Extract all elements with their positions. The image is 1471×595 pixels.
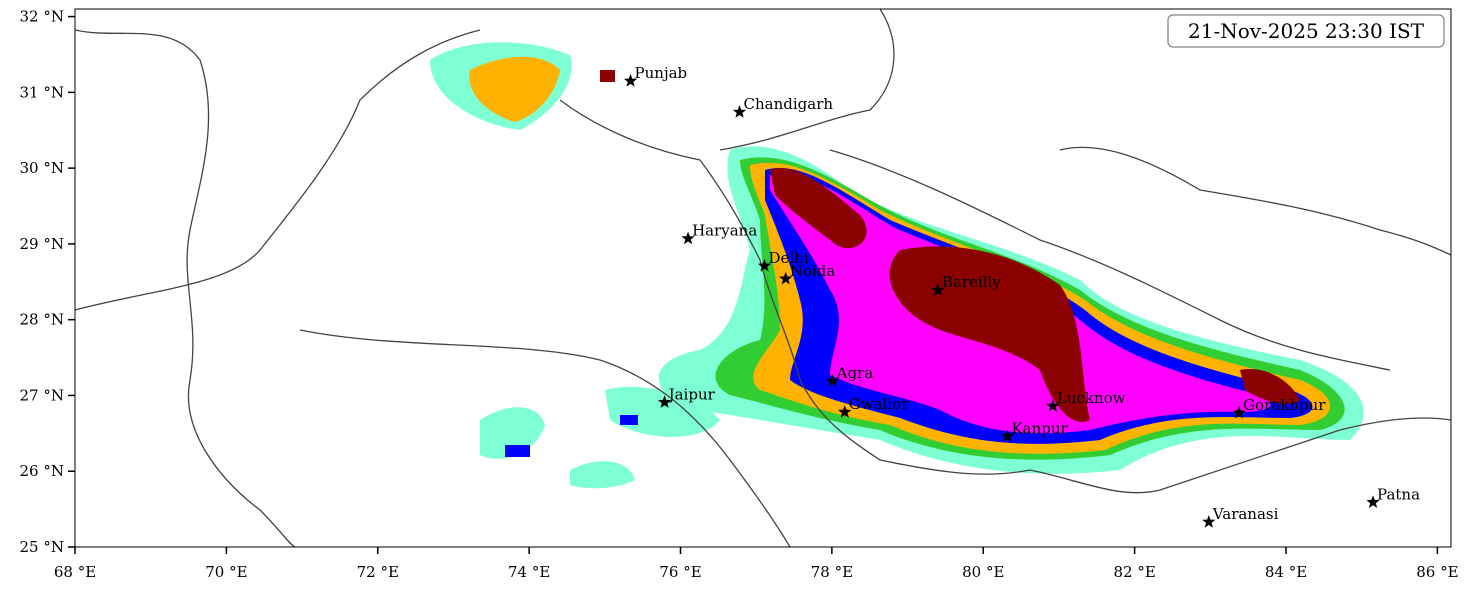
city-label: Agra: [836, 364, 874, 382]
city-marker: [657, 395, 672, 408]
city-marker: [779, 271, 793, 285]
city-label: Haryana: [692, 222, 757, 240]
x-tick-label: 74 °E: [508, 563, 550, 581]
city-label: Patna: [1377, 485, 1420, 503]
timestamp-box: 21-Nov-2025 23:30 IST: [1167, 14, 1445, 48]
city-marker: [1000, 429, 1015, 442]
city-label: Gorakhpur: [1243, 396, 1326, 414]
rain-field: [430, 42, 1364, 489]
timestamp-frame: [1167, 14, 1445, 48]
y-tick-label: 29 °N: [20, 235, 64, 253]
x-tick-label: 84 °E: [1265, 563, 1307, 581]
city-marker: [732, 105, 747, 118]
y-tick-label: 25 °N: [20, 538, 64, 556]
city-label: Jaipur: [667, 385, 716, 403]
boundaries: [75, 9, 1451, 547]
city-label: Delhi: [769, 249, 809, 267]
y-tick-label: 32 °N: [20, 8, 64, 26]
city-marker: [931, 283, 945, 296]
city-marker: [1202, 515, 1216, 528]
city-marker: [826, 374, 840, 387]
timestamp: 21-Nov-2025 23:30 IST: [1188, 19, 1425, 43]
city-label: Chandigarh: [744, 95, 834, 113]
city-marker: [838, 405, 852, 418]
y-tick-label: 30 °N: [20, 159, 64, 177]
city-marker: [681, 231, 695, 245]
y-tick-label: 27 °N: [20, 386, 64, 404]
city-label: Noida: [790, 262, 836, 280]
x-tick-label: 86 °E: [1416, 563, 1458, 581]
city-label: Lucknow: [1057, 389, 1126, 407]
city-label: Bareilly: [942, 273, 1001, 291]
x-tick-label: 82 °E: [1113, 563, 1155, 581]
plot-frame: [74, 8, 1452, 548]
city-marker: [757, 258, 772, 272]
y-tick-label: 26 °N: [20, 462, 64, 480]
x-tick-label: 70 °E: [205, 563, 247, 581]
city-label: Punjab: [635, 64, 688, 82]
city-marker: [1046, 399, 1060, 412]
city-marker: [1366, 495, 1380, 508]
x-tick-label: 78 °E: [811, 563, 853, 581]
city-label: Varanasi: [1212, 505, 1279, 523]
city-label: Gwalior: [849, 395, 909, 413]
x-tick-label: 72 °E: [357, 563, 399, 581]
x-tick-label: 76 °E: [659, 563, 701, 581]
y-tick-label: 28 °N: [20, 311, 64, 329]
x-tick-label: 68 °E: [54, 563, 96, 581]
y-tick-label: 31 °N: [20, 83, 64, 101]
x-tick-label: 80 °E: [962, 563, 1004, 581]
city-marker: [623, 74, 638, 87]
city-marker: [1232, 405, 1246, 419]
city-label: Kanpur: [1011, 419, 1068, 437]
